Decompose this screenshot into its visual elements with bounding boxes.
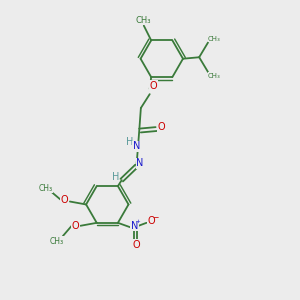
Text: O: O <box>61 195 68 205</box>
Text: H: H <box>126 137 134 147</box>
Text: O: O <box>149 81 157 91</box>
Text: CH₃: CH₃ <box>208 36 221 42</box>
Text: CH₃: CH₃ <box>135 16 151 25</box>
Text: CH₃: CH₃ <box>208 73 221 79</box>
Text: H: H <box>112 172 119 182</box>
Text: O: O <box>147 216 155 226</box>
Text: CH₃: CH₃ <box>39 184 53 193</box>
Text: −: − <box>152 213 158 222</box>
Text: N: N <box>133 141 140 151</box>
Text: O: O <box>71 221 79 231</box>
Text: O: O <box>157 122 165 132</box>
Text: O: O <box>132 240 140 250</box>
Text: CH₃: CH₃ <box>50 237 64 246</box>
Text: N: N <box>131 221 138 231</box>
Text: +: + <box>135 219 140 224</box>
Text: N: N <box>136 158 144 168</box>
